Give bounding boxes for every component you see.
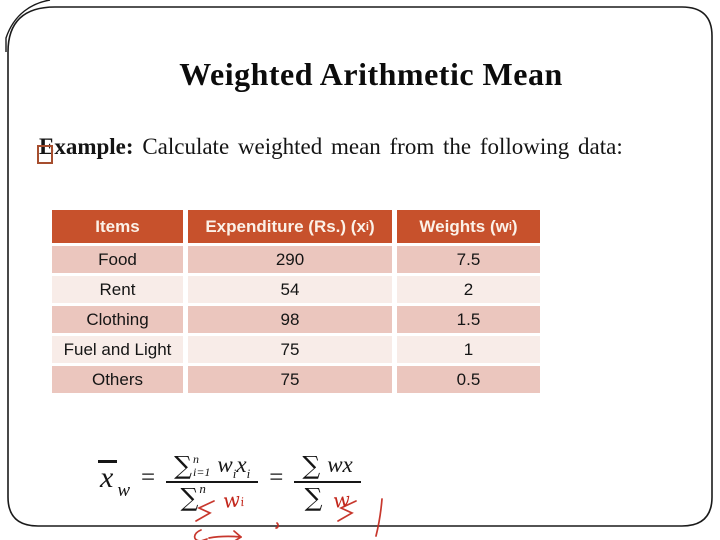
table-cell: Food [52,246,183,273]
header-cell-expenditure: Expenditure (Rs.) (x i) [188,210,392,243]
table-cell: 2 [397,276,540,303]
square-bullet-icon [37,145,53,164]
table-row: Rent 54 2 [52,276,540,303]
example-label: Example: [39,134,134,159]
slide-title: Weighted Arithmetic Mean [179,56,563,92]
table-cell: Rent [52,276,183,303]
table-cell: Others [52,366,183,393]
red-handwritten-w: w [332,487,352,514]
equals-sign: = [141,464,156,492]
table-row: Clothing 98 1.5 [52,306,540,333]
example-text: Example: Calculate weighted mean from th… [39,134,679,160]
table-cell: Fuel and Light [52,336,183,363]
table-row: Food 290 7.5 [52,246,540,273]
header-cell-items: Items [52,210,183,243]
table-cell: 1.5 [397,306,540,333]
fraction-sum-wx-over-sum-w: ∑ wx ∑ w [294,450,361,514]
table-cell: 7.5 [397,246,540,273]
table-row: Fuel and Light 75 1 [52,336,540,363]
table-cell: 0.5 [397,366,540,393]
sigma-icon: ∑ [174,450,192,480]
table-cell: 1 [397,336,540,363]
example-sentence: Calculate weighted mean from the followi… [133,134,623,159]
sigma-icon: ∑ [180,483,199,513]
table-cell: Clothing [52,306,183,333]
table-row: Others 75 0.5 [52,366,540,393]
table-cell: 98 [188,306,392,333]
table-cell: 54 [188,276,392,303]
table-header-row: Items Expenditure (Rs.) (x i) Weights (w i… [52,210,540,243]
table-cell: 75 [188,366,392,393]
equals-sign: = [269,464,284,492]
header-cell-weights: Weights (w i) [397,210,540,243]
table-cell: 75 [188,336,392,363]
data-table: Items Expenditure (Rs.) (x i) Weights (w i… [52,210,540,396]
sigma-icon: ∑ [302,450,321,480]
table-cell: 290 [188,246,392,273]
sigma-icon: ∑ [304,483,323,513]
